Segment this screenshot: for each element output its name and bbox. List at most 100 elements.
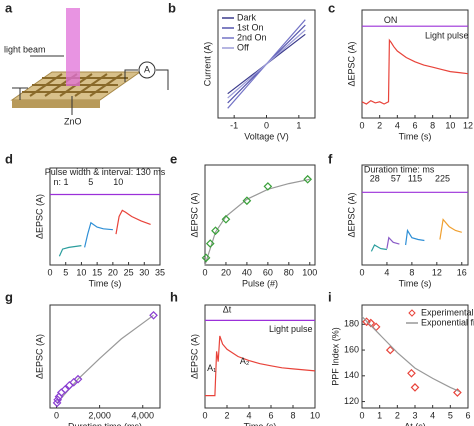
data-line (361, 316, 460, 392)
annotation: 10 (113, 177, 123, 187)
plot-frame (204, 164, 316, 266)
ammeter-label: A (144, 64, 150, 74)
data-line (58, 245, 82, 257)
legend-label: Off (237, 42, 249, 52)
x-tick-label: 2 (224, 410, 229, 420)
annotation: Δt (223, 305, 232, 315)
data-point (263, 182, 273, 191)
y-axis-label: ΔEPSC (A) (34, 194, 44, 239)
panel: c 0 2 4 6 8 10 12 Time (s) ΔEPSC (A) ON Light pulse (328, 0, 473, 141)
x-tick-label: 0 (47, 267, 52, 277)
x-tick-label: 6 (412, 120, 417, 130)
panel: f 0 4 8 12 16 Time (s) ΔEPSC (A) Duration time: … (328, 151, 469, 288)
data-line (386, 236, 400, 249)
x-tick-label: 0 (264, 120, 269, 130)
x-tick-label: 15 (92, 267, 102, 277)
annotation: 115 (408, 173, 422, 183)
panel-label: h (170, 289, 178, 304)
annotation: Duration time: ms (364, 164, 435, 174)
x-tick-label: 80 (284, 267, 294, 277)
x-tick-label: 2 (377, 120, 382, 130)
x-tick-label: 5 (448, 410, 453, 420)
x-tick-label: 0 (359, 410, 364, 420)
data-point (407, 368, 416, 378)
x-tick-label: 100 (302, 267, 317, 277)
panel-label: d (5, 151, 13, 166)
x-axis-label: Time (s) (244, 421, 277, 426)
x-tick-label: 35 (155, 267, 165, 277)
data-line (361, 38, 469, 105)
panel: e 0 20 40 60 80 100 Pulse (#) ΔEPSC (A) (170, 151, 317, 288)
y-axis-label: Current (A) (202, 42, 212, 87)
x-axis-label: Time (s) (399, 278, 432, 288)
x-tick-label: 4,000 (131, 410, 154, 420)
x-tick-label: -1 (230, 120, 238, 130)
panel-label: e (170, 151, 177, 166)
x-tick-label: 20 (221, 267, 231, 277)
data-line (115, 209, 151, 235)
panel-label: a (5, 0, 13, 15)
schematic: a light beam ZnO A (4, 0, 169, 126)
data-line (84, 221, 113, 248)
x-tick-label: 12 (463, 120, 473, 130)
y-tick-label: 140 (344, 370, 359, 380)
data-point (149, 310, 158, 320)
legend-label: 1st On (237, 22, 264, 32)
data-line (405, 228, 425, 246)
x-tick-label: 1 (377, 410, 382, 420)
x-tick-label: 8 (290, 410, 295, 420)
annotation: A₂ (240, 356, 250, 366)
x-tick-label: 0 (54, 410, 59, 420)
x-axis-label: Time (s) (399, 131, 432, 141)
legend-label: Exponential fit (421, 317, 474, 327)
y-axis-label: ΔEPSC (A) (346, 41, 356, 86)
annotation: n: 1 (53, 177, 68, 187)
substrate-side (12, 100, 100, 108)
data-line (227, 29, 306, 99)
annotation: 5 (88, 177, 93, 187)
data-point (60, 385, 70, 394)
annotation: ON (384, 15, 398, 25)
data-point (385, 345, 395, 355)
plot-frame (49, 167, 161, 266)
x-tick-label: 8 (430, 120, 435, 130)
x-tick-label: 25 (124, 267, 134, 277)
y-axis-label: ΔEPSC (A) (34, 334, 44, 379)
x-axis-label: Voltage (V) (244, 131, 289, 141)
y-axis-label: ΔEPSC (A) (189, 192, 199, 237)
ammeter (138, 61, 156, 79)
label: light beam (4, 44, 46, 54)
x-tick-label: 4 (246, 410, 251, 420)
annotation: Pulse width & interval: 130 ms (45, 167, 166, 177)
data-point (242, 196, 252, 206)
x-tick-label: 6 (465, 410, 470, 420)
panel-label: b (168, 0, 176, 15)
x-tick-label: 1 (296, 120, 301, 130)
x-tick-label: 4 (395, 120, 400, 130)
x-tick-label: 6 (268, 410, 273, 420)
x-axis-label: Δt (s) (404, 421, 426, 426)
data-line (370, 244, 387, 252)
x-tick-label: 0 (202, 410, 207, 420)
label: ZnO (64, 116, 82, 126)
y-axis-label: ΔEPSC (A) (346, 192, 356, 237)
annotation: 28 (370, 173, 380, 183)
plot-frame (49, 304, 161, 409)
x-tick-label: 0 (359, 267, 364, 277)
panel: h 0 2 4 6 8 10 Time (s) ΔEPSC (A) Δt A₁ A₂ Light pul… (170, 289, 320, 426)
x-tick-label: 0 (202, 267, 207, 277)
legend-label: 2nd On (237, 32, 267, 42)
data-point (303, 174, 313, 184)
data-point (362, 317, 371, 327)
x-tick-label: 40 (242, 267, 252, 277)
x-tick-label: 5 (63, 267, 68, 277)
y-tick-label: 180 (344, 319, 359, 329)
panel-label: c (328, 0, 335, 15)
x-tick-label: 20 (108, 267, 118, 277)
annotation: Light pulse (425, 30, 469, 40)
x-axis-label: Time (s) (89, 278, 122, 288)
data-point (211, 226, 220, 236)
plot-frame (361, 164, 469, 266)
